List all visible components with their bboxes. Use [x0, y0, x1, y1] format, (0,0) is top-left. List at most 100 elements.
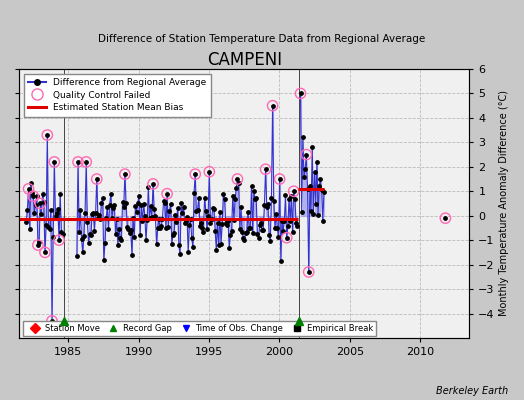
Point — [189, 244, 197, 250]
Point — [49, 234, 57, 240]
Point — [24, 186, 32, 192]
Point — [93, 176, 101, 182]
Point — [29, 193, 37, 199]
Point — [102, 215, 111, 222]
Point — [281, 192, 290, 199]
Point — [22, 219, 30, 226]
Point — [84, 240, 93, 246]
Point — [312, 201, 320, 207]
Point — [111, 231, 119, 237]
Point — [137, 202, 146, 208]
Point — [168, 240, 176, 247]
Point — [148, 214, 156, 220]
Point — [178, 210, 187, 216]
Point — [82, 159, 91, 165]
Point — [52, 210, 61, 216]
Point — [183, 214, 191, 220]
Point — [116, 235, 124, 241]
Point — [441, 215, 450, 221]
Point — [307, 208, 315, 214]
Point — [104, 226, 113, 232]
Point — [177, 200, 185, 207]
Point — [82, 159, 91, 165]
Point — [271, 224, 279, 231]
Point — [282, 234, 291, 241]
Point — [266, 238, 275, 244]
Point — [117, 237, 126, 243]
Point — [163, 190, 171, 197]
Point — [107, 190, 115, 197]
Point — [193, 207, 202, 213]
Point — [234, 180, 243, 186]
Point — [115, 226, 123, 232]
Point — [48, 318, 56, 324]
Point — [309, 211, 318, 218]
Point — [304, 269, 313, 275]
Point — [268, 102, 277, 109]
Point — [89, 210, 97, 216]
Point — [43, 132, 51, 138]
Point — [202, 207, 210, 214]
Point — [279, 227, 287, 234]
Point — [219, 190, 227, 197]
Point — [35, 239, 43, 246]
Point — [88, 211, 96, 217]
Point — [169, 232, 177, 238]
Point — [45, 224, 53, 230]
Point — [188, 235, 196, 241]
Point — [191, 171, 200, 177]
Point — [128, 252, 136, 258]
Point — [238, 229, 246, 236]
Point — [145, 215, 154, 221]
Point — [287, 193, 296, 199]
Point — [158, 216, 167, 222]
Point — [56, 191, 64, 197]
Point — [259, 227, 267, 234]
Point — [51, 213, 60, 220]
Point — [34, 242, 42, 248]
Point — [85, 231, 94, 237]
Point — [29, 193, 37, 199]
Point — [91, 210, 100, 216]
Point — [203, 226, 211, 232]
Point — [290, 188, 298, 194]
Point — [129, 215, 137, 221]
Point — [114, 242, 122, 248]
Point — [313, 159, 321, 165]
Point — [133, 208, 141, 215]
Point — [231, 196, 239, 202]
Point — [221, 196, 229, 202]
Point — [225, 245, 233, 251]
Point — [288, 229, 297, 235]
Y-axis label: Monthly Temperature Anomaly Difference (°C): Monthly Temperature Anomaly Difference (… — [499, 90, 509, 316]
Point — [249, 188, 258, 194]
Point — [50, 159, 59, 165]
Point — [237, 204, 245, 210]
Point — [46, 225, 54, 232]
Point — [42, 222, 50, 229]
Point — [247, 183, 256, 190]
Point — [41, 249, 49, 256]
Point — [224, 217, 232, 224]
Point — [251, 196, 259, 203]
Point — [101, 240, 109, 246]
Point — [302, 151, 311, 158]
Point — [55, 237, 63, 243]
Point — [136, 231, 144, 238]
Point — [441, 215, 450, 221]
Point — [256, 222, 264, 228]
Point — [93, 176, 101, 182]
Point — [242, 230, 250, 236]
Point — [74, 159, 82, 165]
Point — [154, 224, 162, 231]
Point — [55, 237, 63, 243]
Point — [105, 202, 114, 208]
Point — [226, 232, 235, 238]
Point — [233, 176, 242, 182]
Point — [119, 204, 128, 210]
Point — [282, 234, 291, 241]
Point — [214, 242, 223, 248]
Point — [272, 210, 280, 217]
Point — [123, 224, 132, 230]
Point — [99, 194, 107, 201]
